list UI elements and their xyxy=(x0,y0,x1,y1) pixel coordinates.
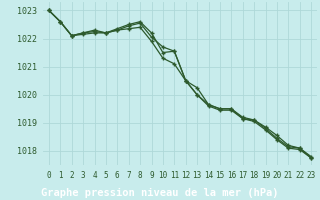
Text: Graphe pression niveau de la mer (hPa): Graphe pression niveau de la mer (hPa) xyxy=(41,188,279,198)
